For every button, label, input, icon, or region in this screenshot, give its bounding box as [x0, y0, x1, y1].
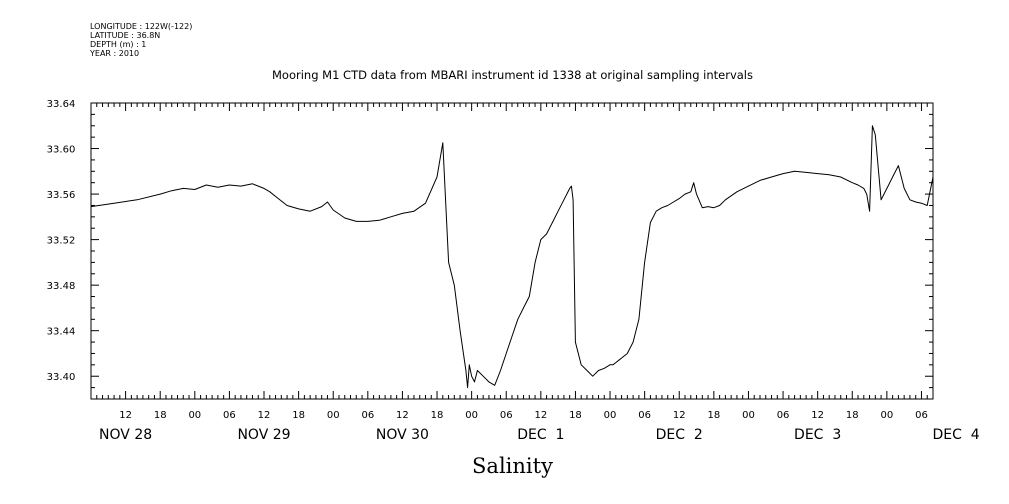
x-hour-label: 18: [154, 410, 167, 421]
y-tick-label: 33.60: [47, 145, 76, 156]
metadata-block: LONGITUDE : 122W(-122) LATITUDE : 36.8N …: [90, 22, 192, 58]
x-hour-label: 00: [188, 410, 201, 421]
x-hour-label: 18: [431, 410, 444, 421]
y-axis: 33.40 33.44 33.48 33.52 33.56 33.60 33.64: [47, 99, 933, 389]
x-axis-label: Salinity: [472, 454, 553, 478]
depth-label: DEPTH (m) : 1: [90, 40, 147, 49]
longitude-label: LONGITUDE : 122W(-122): [90, 22, 193, 31]
y-tick-label: 33.44: [47, 327, 76, 338]
year-label: YEAR : 2010: [90, 49, 140, 58]
x-hour-label: 00: [465, 410, 478, 421]
latitude-label: LATITUDE : 36.8N: [90, 31, 161, 40]
x-hour-label: 06: [777, 410, 790, 421]
x-date-label: NOV 30: [376, 427, 429, 443]
x-hour-label: 06: [500, 410, 513, 421]
chart-title: Mooring M1 CTD data from MBARI instrumen…: [272, 68, 753, 82]
x-hour-label: 06: [915, 410, 928, 421]
x-axis: 12 18 00 06 12 18 00 06 12 18 00 06 12 18 00 06 12 18 00 06…: [90, 103, 980, 443]
plot-frame: [90, 102, 934, 400]
x-hour-label: 06: [223, 410, 236, 421]
x-hour-label: 06: [361, 410, 374, 421]
x-date-label: NOV 29: [237, 427, 290, 443]
x-hour-label: 18: [569, 410, 582, 421]
y-tick-label: 33.64: [47, 99, 76, 110]
series-group: [90, 125, 934, 389]
x-hour-label: 12: [119, 410, 132, 421]
x-date-label: DEC 1: [517, 427, 564, 443]
y-tick-label: 33.40: [47, 372, 76, 383]
x-hour-label: 00: [880, 410, 893, 421]
x-hour-label: 18: [846, 410, 859, 421]
x-hour-label: 00: [327, 410, 340, 421]
x-hour-label: 00: [742, 410, 755, 421]
x-hour-label: 12: [258, 410, 271, 421]
x-hour-label: 00: [604, 410, 617, 421]
x-date-label: DEC 2: [656, 427, 703, 443]
x-hour-label: 12: [534, 410, 547, 421]
x-hour-label: 06: [638, 410, 651, 421]
salinity-series-line: [90, 125, 934, 389]
x-hour-label: 12: [396, 410, 409, 421]
y-tick-label: 33.48: [47, 281, 76, 292]
y-tick-label: 33.56: [47, 190, 76, 201]
x-hour-label: 12: [673, 410, 686, 421]
y-tick-label: 33.52: [47, 236, 76, 247]
x-hour-label: 12: [811, 410, 824, 421]
x-date-label: DEC 4: [932, 427, 979, 443]
x-date-label: DEC 3: [794, 427, 841, 443]
x-hour-label: 18: [707, 410, 720, 421]
x-hour-label: 18: [292, 410, 305, 421]
x-date-label: NOV 28: [99, 427, 152, 443]
